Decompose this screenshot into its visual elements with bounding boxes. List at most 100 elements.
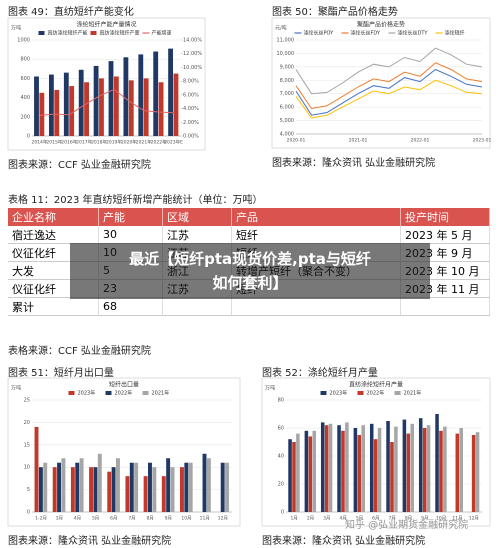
bar <box>138 54 144 136</box>
y-tick-label: 40 <box>278 454 284 460</box>
bar <box>63 72 69 136</box>
bar <box>292 442 296 512</box>
table-cell <box>400 297 490 316</box>
y-tick-label: 10,000 <box>277 51 295 57</box>
bar <box>304 430 309 512</box>
bar <box>123 57 129 136</box>
bar <box>426 425 431 512</box>
y2-tick-label: 10.00% <box>183 65 202 71</box>
x-tick-label: 2014年 <box>31 139 47 146</box>
y-tick-label: 8,000 <box>280 78 294 84</box>
legend-label: 2022年 <box>367 390 385 397</box>
x-tick-label: 2016年 <box>61 139 77 146</box>
table-cell: 2023 年 5 月 <box>400 226 490 244</box>
overlay-line: 如何套利】 <box>212 274 288 292</box>
table-row: 宿迁逸达 30 江苏 短纤 2023 年 5 月 <box>8 226 490 244</box>
legend-label: 涤纶长丝FDY <box>351 30 381 37</box>
y2-tick-label: 4.00% <box>183 106 199 112</box>
legend-swatch <box>38 31 45 35</box>
x-tick-label: 2023年E <box>164 139 183 146</box>
bar <box>312 430 316 512</box>
y-axis-label: 万吨 <box>11 25 21 32</box>
y-axis-label: 万吨 <box>265 385 275 392</box>
bar <box>324 425 329 512</box>
line-series <box>295 62 483 110</box>
legend-label: 直纺涤纶短纤产能 <box>48 30 88 37</box>
bar <box>206 458 211 512</box>
chart-frame <box>271 17 491 149</box>
bar <box>369 423 374 512</box>
legend-label: 涤纶长丝DTY <box>398 30 429 37</box>
x-tick-label: 2022年 <box>151 139 167 146</box>
y2-tick-label: 12.00% <box>183 51 202 57</box>
x-tick-label: 2018年 <box>91 139 107 146</box>
header-cell: 产品 <box>231 208 401 226</box>
bar <box>153 51 159 136</box>
header-cell: 企业名称 <box>8 208 99 226</box>
legend-swatch <box>105 391 112 395</box>
chart-title: 聚酯产品价格走势 <box>357 21 405 29</box>
bar <box>328 423 333 512</box>
legend-swatch <box>90 31 97 35</box>
table-cell: 累计 <box>8 297 99 316</box>
y-tick-label: 25 <box>24 398 30 404</box>
x-tick-label: 10月 <box>436 516 446 522</box>
x-tick-label: 3月 <box>323 516 330 522</box>
caption: 图表 51：短纤月出口量 <box>8 368 114 379</box>
x-tick-label: 2022-01 <box>411 138 430 144</box>
line-series <box>295 68 483 116</box>
y-axis-label: 万吨 <box>11 385 21 392</box>
bar <box>188 462 193 512</box>
legend-swatch <box>357 391 364 395</box>
bar <box>143 78 149 136</box>
caption: 图表 49：直纺短纤产能变化 <box>8 7 134 18</box>
bar <box>111 467 116 512</box>
bar <box>475 432 480 512</box>
header-cell: 产能 <box>98 208 163 226</box>
bar <box>48 74 54 136</box>
table-cell: 30 <box>98 226 163 244</box>
y-tick-label: 600 <box>20 76 30 82</box>
bar <box>38 467 43 512</box>
y-tick-label: 4,000 <box>280 132 294 138</box>
bar <box>288 439 292 512</box>
x-tick-label: 1-2月 <box>35 516 47 522</box>
legend-swatch <box>142 391 149 395</box>
bar <box>402 419 407 512</box>
line-series <box>295 47 483 95</box>
y-tick-label: 11,000 <box>277 38 295 44</box>
bar <box>459 428 463 512</box>
bar <box>422 428 427 512</box>
y-tick-label: 9,000 <box>280 64 294 70</box>
y-tick-label: 7,000 <box>280 91 294 97</box>
x-tick-label: 2023-01 <box>473 138 492 144</box>
y2-tick-label: 8.00% <box>183 79 199 85</box>
y-tick-label: 5 <box>27 487 30 493</box>
legend-label: 2021年 <box>152 390 170 397</box>
bar <box>84 82 89 136</box>
table-cell: 宿迁逸达 <box>8 226 99 244</box>
source: 图表来源：隆众资讯 弘业金融研究院 <box>272 158 436 169</box>
bar <box>125 476 130 512</box>
x-tick-label: 2015年 <box>46 139 62 146</box>
bar <box>341 430 345 512</box>
bar <box>435 414 439 512</box>
bar <box>75 462 80 512</box>
header-row: 企业名称 产能 区域 产品 投产时间 <box>8 208 490 226</box>
source: 表格来源：CCF 弘业金融研究院 <box>8 346 151 357</box>
legend-label: 涤纶长丝POY <box>304 30 335 37</box>
x-tick-label: 5月 <box>92 516 99 522</box>
bar <box>97 453 102 512</box>
legend-label: 2021年 <box>404 390 422 397</box>
bar <box>128 80 134 136</box>
overlay-line: 最近【短纤pta现货价差,pta与短纤 <box>129 250 371 268</box>
legend-swatch <box>394 391 401 395</box>
bar <box>390 442 394 512</box>
legend-label: 2022年 <box>115 390 133 397</box>
x-tick-label: 11月 <box>452 516 462 522</box>
x-tick-label: 12月 <box>218 516 228 522</box>
line-series <box>39 88 174 116</box>
line-series <box>295 79 483 119</box>
bar <box>70 467 75 512</box>
x-tick-label: 10月 <box>181 516 191 522</box>
